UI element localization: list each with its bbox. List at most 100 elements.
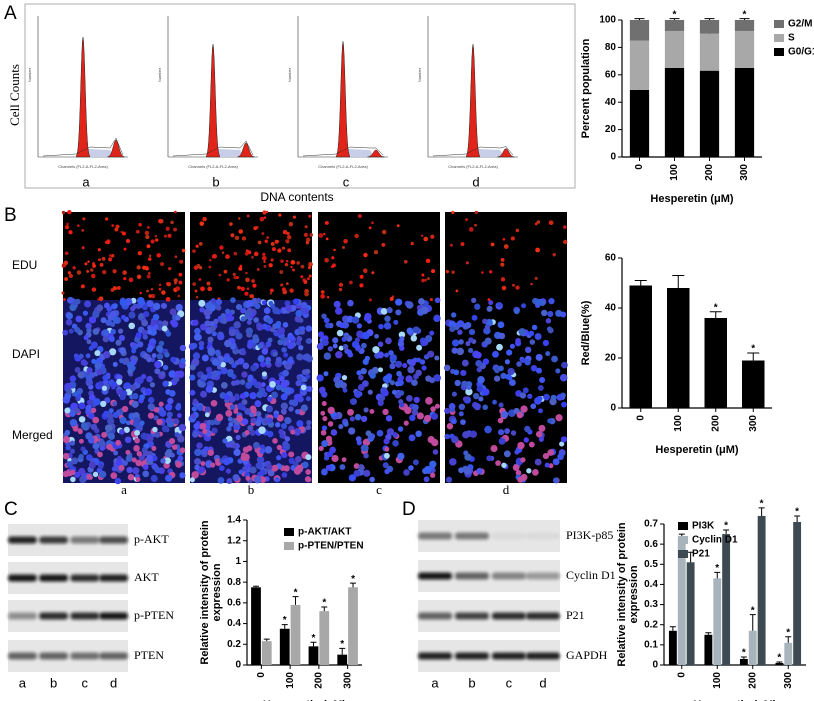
- cell: [146, 244, 151, 249]
- lane-label: a: [82, 174, 90, 189]
- error-bar: [321, 606, 328, 612]
- cell: [198, 242, 203, 246]
- cell: [101, 431, 108, 438]
- cell: [388, 350, 394, 356]
- cell: [97, 298, 100, 301]
- cell: [124, 382, 132, 390]
- cell: [481, 388, 490, 396]
- cell: [534, 276, 538, 280]
- lane-label: a: [121, 482, 127, 497]
- cell: [80, 446, 86, 452]
- cell: [69, 303, 77, 312]
- cell: [518, 328, 526, 336]
- cell: [168, 390, 176, 397]
- cell: [259, 216, 265, 222]
- cell: [290, 260, 296, 265]
- cell: [497, 429, 505, 436]
- cell: [318, 233, 324, 238]
- blot-band: [39, 652, 68, 660]
- cell: [160, 302, 168, 309]
- cell: [547, 310, 554, 318]
- x-tick-label: 300: [739, 164, 750, 181]
- cell: [102, 329, 110, 337]
- significance: *: [795, 507, 799, 518]
- cell: [305, 386, 312, 392]
- cell: [268, 263, 273, 268]
- cell: [158, 340, 165, 347]
- cell: [545, 318, 552, 324]
- cell: [496, 302, 503, 308]
- cell: [226, 278, 230, 282]
- cell: [308, 214, 312, 218]
- cell: [354, 337, 360, 343]
- cell: [405, 375, 413, 383]
- cell: [86, 367, 93, 374]
- cell: [497, 417, 504, 424]
- cell: [524, 359, 531, 366]
- lane-label: b: [468, 675, 475, 690]
- cell: [534, 333, 542, 341]
- cell: [194, 458, 202, 466]
- cell: [148, 254, 152, 258]
- cell: [432, 449, 439, 455]
- cell: [550, 394, 557, 401]
- cell: [552, 477, 559, 484]
- cell: [398, 375, 405, 381]
- cell: [395, 309, 402, 316]
- cell: [237, 402, 245, 410]
- cell: [416, 357, 422, 363]
- cell: [364, 312, 372, 321]
- cell: [220, 313, 227, 320]
- cell: [110, 253, 115, 258]
- cell: [353, 463, 360, 469]
- cell: [396, 370, 402, 377]
- cell: [389, 363, 396, 370]
- cell: [203, 446, 209, 452]
- cell: [152, 426, 158, 433]
- cell: [141, 329, 148, 336]
- cell: [85, 353, 91, 359]
- cell: [104, 240, 108, 244]
- bar: [739, 658, 748, 665]
- cell: [151, 445, 157, 451]
- cell: [209, 258, 212, 262]
- cell: [135, 477, 141, 482]
- cell: [168, 267, 172, 271]
- x-axis-label: Hesperetin (μM): [693, 699, 776, 701]
- cell: [127, 473, 135, 481]
- cell: [149, 382, 156, 388]
- cell: [165, 331, 172, 337]
- cell: [253, 382, 259, 388]
- image: [445, 212, 567, 483]
- cell: [150, 287, 154, 291]
- cell: [490, 445, 498, 453]
- y-tick-label: 0.8: [227, 577, 241, 588]
- cell: [280, 270, 284, 273]
- cell: [233, 408, 239, 414]
- cell: [84, 262, 88, 266]
- cell: [170, 220, 174, 225]
- cell: [179, 344, 187, 352]
- cell: [67, 271, 72, 275]
- cell: [498, 365, 504, 372]
- cell: [262, 210, 267, 215]
- cell: [159, 261, 165, 267]
- blot-band: [491, 652, 526, 660]
- cell: [398, 402, 405, 408]
- cell: [192, 319, 199, 326]
- cell: [175, 286, 181, 291]
- cell: [92, 416, 100, 424]
- cell: [272, 351, 278, 357]
- cell: [192, 249, 196, 253]
- cell: [275, 384, 282, 391]
- cell: [458, 339, 464, 345]
- cell: [536, 220, 541, 224]
- cell: [270, 327, 275, 333]
- cell: [468, 328, 476, 336]
- cell: [502, 238, 506, 241]
- cell: [321, 468, 328, 476]
- x-tick-label: 300: [748, 415, 759, 432]
- cell: [520, 357, 526, 363]
- cell: [250, 417, 257, 424]
- cell: [244, 252, 249, 256]
